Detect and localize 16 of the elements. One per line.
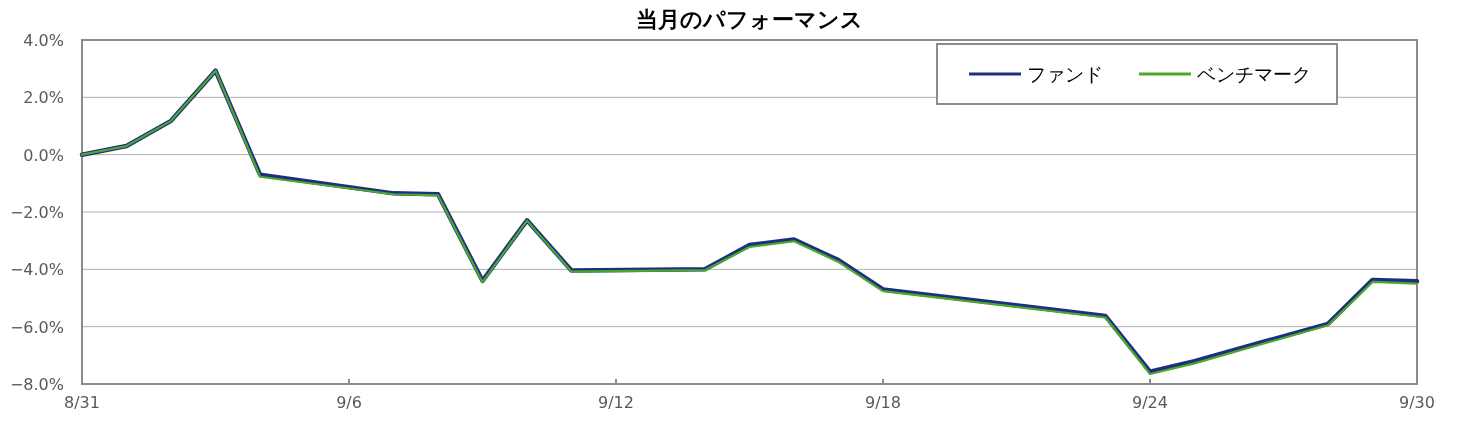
x-tick-label: 9/12 — [598, 393, 634, 412]
y-tick-label: 4.0% — [23, 31, 64, 50]
y-tick-label: 2.0% — [23, 88, 64, 108]
y-tick-label: 0.0% — [23, 145, 64, 165]
y-tick-label: −2.0% — [9, 203, 64, 222]
chart-title: 当月のパフォーマンス — [636, 7, 863, 32]
y-tick-label: −8.0% — [9, 375, 64, 394]
legend-label: ファンド — [1027, 63, 1103, 85]
y-tick-label: −6.0% — [9, 317, 64, 337]
legend-label: ベンチマーク — [1197, 63, 1311, 85]
x-tick-label: 9/6 — [336, 393, 362, 412]
x-tick-label: 9/30 — [1399, 393, 1435, 412]
x-tick-label: 8/31 — [64, 393, 100, 412]
x-tick-label: 9/24 — [1132, 393, 1168, 412]
y-tick-label: −4.0% — [9, 260, 64, 280]
x-tick-label: 9/18 — [865, 393, 901, 412]
